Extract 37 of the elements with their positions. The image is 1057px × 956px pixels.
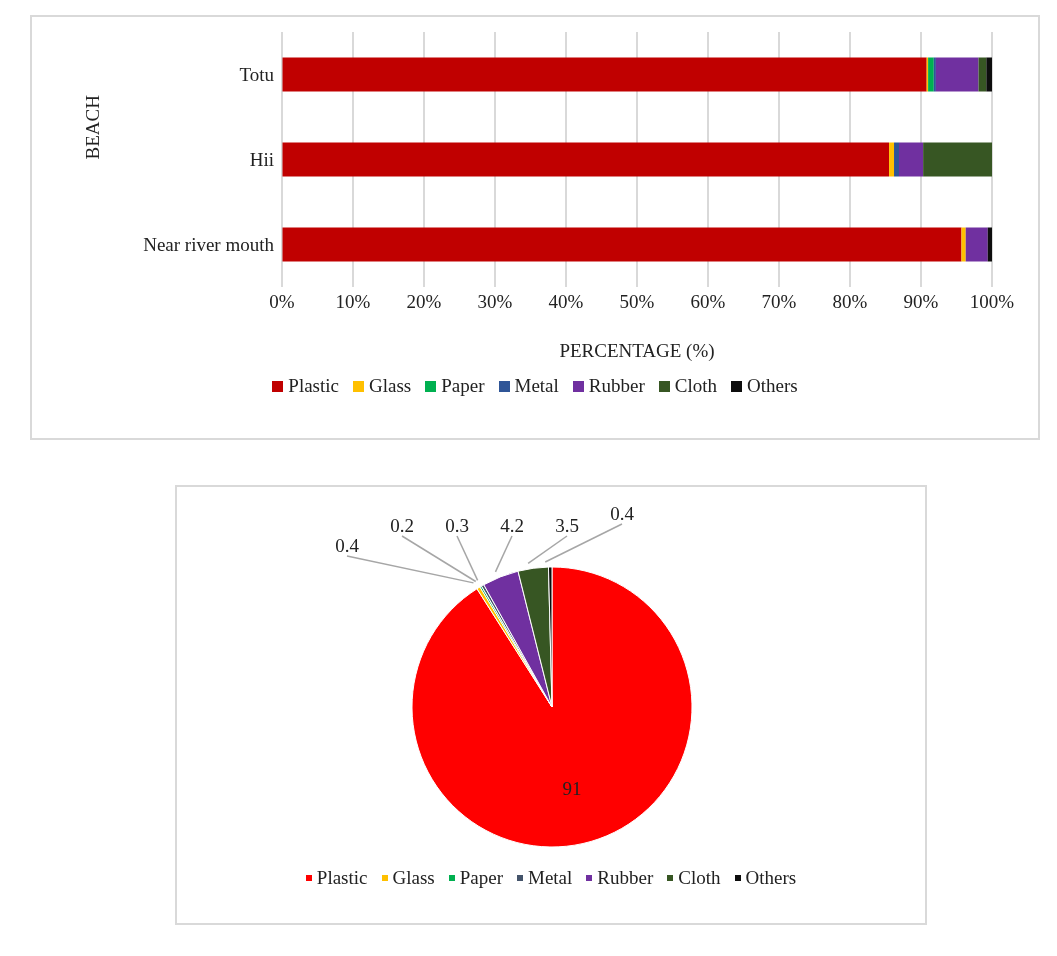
y-axis-title: BEACH	[81, 94, 103, 160]
y-tick-label: Totu	[239, 64, 275, 86]
y-tick-label: Hii	[249, 149, 274, 171]
legend-label: Glass	[392, 867, 435, 889]
legend-label: Metal	[514, 375, 559, 397]
legend-label: Glass	[369, 375, 412, 397]
data-label: 3.5	[555, 515, 579, 536]
x-axis-title: PERCENTAGE (%)	[559, 340, 715, 362]
x-tick-label: 40%	[548, 291, 584, 313]
legend-label: Cloth	[674, 375, 717, 397]
data-label: 0.4	[610, 503, 635, 524]
legend-label: Others	[745, 867, 797, 889]
data-label: 91	[562, 777, 582, 799]
legend-label: Paper	[459, 867, 503, 889]
x-tick-label: 80%	[832, 291, 868, 313]
x-tick-label: 50%	[619, 291, 655, 313]
data-label: 0.3	[445, 515, 469, 536]
legend-label: Plastic	[316, 867, 368, 889]
legend-label: Cloth	[678, 867, 721, 889]
legend-label: Rubber	[597, 867, 654, 889]
x-tick-label: 60%	[690, 291, 726, 313]
legend-label: Rubber	[588, 375, 645, 397]
x-tick-label: 20%	[406, 291, 442, 313]
legend-label: Metal	[528, 867, 573, 889]
y-tick-label: Near river mouth	[143, 234, 275, 256]
x-tick-label: 30%	[477, 291, 513, 313]
legend-label: Paper	[441, 375, 485, 397]
data-label: 4.2	[500, 515, 524, 536]
x-tick-label: 70%	[761, 291, 797, 313]
legend-label: Plastic	[288, 375, 339, 397]
x-tick-label: 10%	[335, 291, 371, 313]
x-tick-label: 0%	[269, 291, 295, 313]
data-label: 0.4	[335, 535, 360, 556]
x-tick-label: 100%	[969, 291, 1015, 313]
legend-label: Others	[747, 375, 798, 397]
data-label: 0.2	[390, 515, 414, 536]
x-tick-label: 90%	[903, 291, 939, 313]
